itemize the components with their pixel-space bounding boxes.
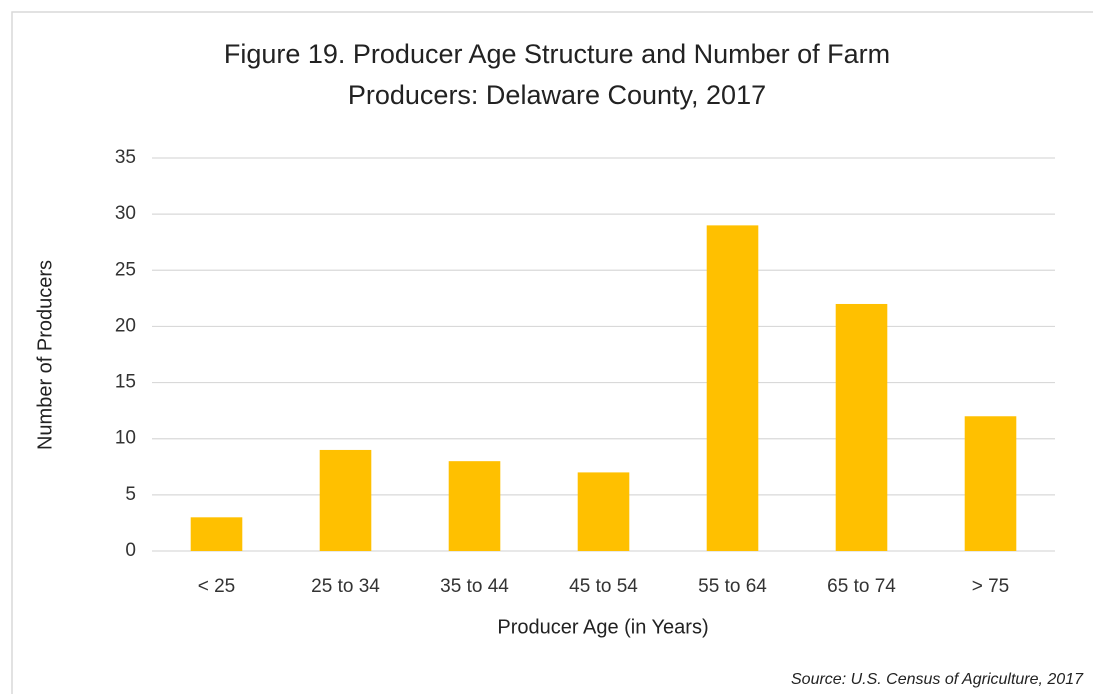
- y-tick-label: 20: [115, 315, 136, 336]
- bar: [190, 517, 243, 551]
- y-tick-label: 35: [115, 147, 136, 168]
- y-tick-label: 25: [115, 259, 136, 280]
- chart-title-line: Figure 19. Producer Age Structure and Nu…: [224, 39, 890, 69]
- y-tick-label: 10: [115, 428, 136, 449]
- bar: [319, 449, 372, 551]
- bar: [577, 472, 630, 551]
- x-tick-label: 65 to 74: [827, 576, 896, 597]
- chart-frame: [11, 11, 1093, 694]
- y-tick-label: 30: [115, 203, 136, 224]
- bar: [706, 225, 759, 551]
- y-axis-label: Number of Producers: [34, 260, 56, 450]
- bar: [448, 461, 501, 551]
- x-tick-label: < 25: [198, 576, 236, 597]
- bar: [835, 303, 888, 551]
- bar: [964, 416, 1017, 551]
- x-tick-label: 55 to 64: [698, 576, 767, 597]
- chart-title-line: Producers: Delaware County, 2017: [348, 80, 766, 110]
- x-tick-label: 45 to 54: [569, 576, 638, 597]
- x-tick-label: > 75: [972, 576, 1010, 597]
- y-tick-label: 5: [125, 484, 136, 505]
- x-axis-label: Producer Age (in Years): [497, 616, 708, 638]
- y-tick-label: 15: [115, 372, 136, 393]
- source-note: Source: U.S. Census of Agriculture, 2017: [791, 671, 1084, 688]
- x-tick-label: 35 to 44: [440, 576, 509, 597]
- y-tick-label: 0: [125, 540, 136, 561]
- x-tick-label: 25 to 34: [311, 576, 380, 597]
